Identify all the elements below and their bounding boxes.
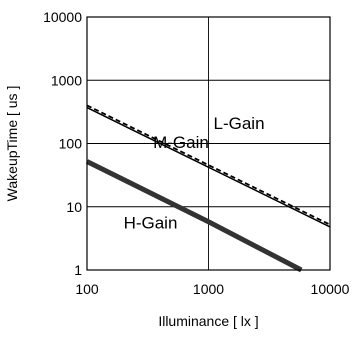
series-label-m-gain: M-Gain [153,133,209,152]
series-layer [85,104,331,273]
series-label-l-gain: L-Gain [214,114,265,133]
plot-area-frame [86,16,331,271]
y-tick-label: 1000 [51,72,82,88]
tick-labels: 1 10 100 1000 10000 100 1000 10000 [43,9,350,297]
series-labels: L-Gain M-Gain H-Gain [124,114,265,233]
x-axis-title: Illuminance [ lx ] [158,313,258,329]
x-tick-label: 10000 [311,281,350,297]
y-tick-label: 1 [74,262,82,278]
y-tick-label: 100 [59,136,83,152]
x-tick-label: 100 [75,281,99,297]
series-line-h-gain [85,159,303,273]
y-tick-label: 10000 [43,9,82,25]
y-tick-label: 10 [66,199,82,215]
series-line-m-gain [86,106,331,228]
series-label-h-gain: H-Gain [124,214,178,233]
y-axis-title: WakeupTime [ us ] [4,86,20,202]
series-line-l-gain [86,104,331,226]
x-tick-label: 1000 [193,281,224,297]
